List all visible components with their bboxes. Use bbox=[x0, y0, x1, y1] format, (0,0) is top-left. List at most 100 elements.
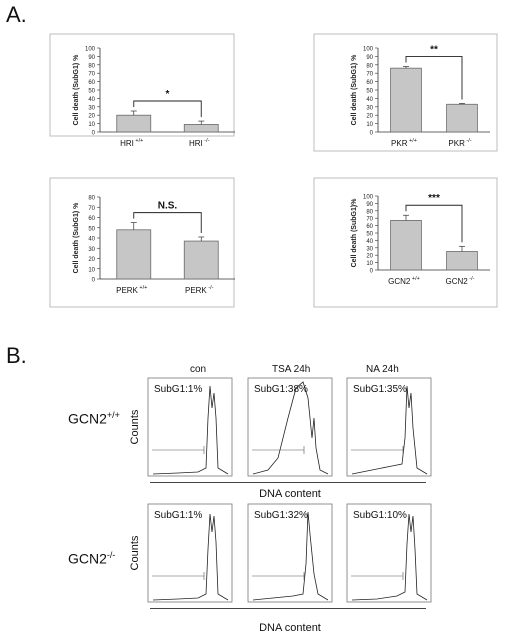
significance-label: *** bbox=[428, 193, 440, 204]
y-tick-label: 30 bbox=[88, 105, 95, 111]
y-tick-label: 70 bbox=[366, 72, 373, 78]
counts-label: Counts bbox=[129, 409, 141, 444]
y-tick-label: 70 bbox=[366, 217, 373, 223]
y-tick-label: 60 bbox=[366, 224, 373, 230]
y-tick-label: 90 bbox=[366, 55, 373, 61]
histogram-trace bbox=[351, 513, 428, 601]
y-tick-label: 0 bbox=[92, 131, 96, 137]
y-tick-label: 30 bbox=[366, 246, 373, 252]
bar-2 bbox=[446, 103, 478, 133]
flow-header-tsa: TSA 24h bbox=[272, 364, 311, 375]
y-tick-label: 90 bbox=[366, 202, 373, 208]
y-tick-label: 70 bbox=[88, 206, 95, 212]
flow-histogram: SubG1:10% bbox=[346, 503, 432, 603]
bar-chart-1: 0 10 20 30 40 50 60 70 80 90 100 Cell death (SubG1)… bbox=[49, 33, 235, 148]
flow-header-na: NA 24h bbox=[366, 364, 399, 375]
bar-1 bbox=[116, 229, 152, 280]
y-tick-label: 60 bbox=[88, 80, 95, 86]
histogram-trace bbox=[252, 511, 329, 601]
subg1-value: SubG1:35% bbox=[353, 384, 407, 395]
histogram-frame bbox=[247, 503, 333, 603]
category-label: HRI +/+ bbox=[120, 138, 143, 148]
bar-1 bbox=[116, 114, 152, 133]
panel-b-label: B. bbox=[6, 343, 27, 368]
histogram-trace bbox=[152, 385, 229, 475]
y-axis-label: Cell death (SubG1) % bbox=[351, 54, 358, 126]
y-tick-label: 90 bbox=[88, 55, 95, 61]
flow-row1-xlabel: DNA content bbox=[259, 488, 321, 500]
subg1-value: SubG1:1% bbox=[154, 510, 202, 521]
y-tick-label: 80 bbox=[366, 63, 373, 69]
row-label-gcn2-ko: GCN2-/- bbox=[68, 550, 116, 567]
y-tick-label: 60 bbox=[366, 80, 373, 86]
flow-histogram: SubG1:32% bbox=[247, 503, 333, 603]
y-tick-label: 10 bbox=[366, 261, 373, 267]
significance-label: ** bbox=[430, 44, 438, 55]
y-tick-label: 50 bbox=[366, 89, 373, 95]
significance-label: N.S. bbox=[158, 201, 178, 212]
category-label: HRI -/- bbox=[189, 138, 210, 148]
histogram-trace bbox=[351, 385, 428, 475]
panel-a-label: A. bbox=[6, 2, 27, 27]
y-tick-label: 20 bbox=[88, 257, 95, 263]
y-tick-label: 0 bbox=[370, 269, 374, 275]
y-tick-label: 10 bbox=[88, 267, 95, 273]
histogram-frame bbox=[346, 377, 432, 477]
y-tick-label: 100 bbox=[363, 47, 374, 53]
y-tick-label: 10 bbox=[88, 122, 95, 128]
subg1-value: SubG1:32% bbox=[254, 510, 308, 521]
category-label: PKR -/- bbox=[448, 138, 471, 148]
y-axis-label: Cell death (SubG1)% bbox=[351, 198, 358, 268]
flow-histogram: SubG1:35% bbox=[346, 377, 432, 477]
subg1-value: SubG1:1% bbox=[154, 384, 202, 395]
y-tick-label: 20 bbox=[366, 114, 373, 120]
y-tick-label: 80 bbox=[88, 63, 95, 69]
y-tick-label: 20 bbox=[88, 114, 95, 120]
flow-row1-divider bbox=[150, 482, 426, 483]
significance-bracket bbox=[405, 56, 463, 100]
y-tick-label: 50 bbox=[88, 226, 95, 232]
bar-2 bbox=[183, 240, 219, 280]
flow-header-con: con bbox=[190, 364, 207, 375]
y-tick-label: 60 bbox=[88, 216, 95, 222]
flow-histogram: SubG1:1% bbox=[147, 377, 233, 477]
category-label: PERK +/+ bbox=[116, 285, 147, 295]
bar-2 bbox=[183, 124, 219, 133]
bar-chart-3: 0 10 20 30 40 50 60 70 80 Cell death (SubG1) % PER… bbox=[49, 177, 235, 308]
chart-frame bbox=[313, 177, 498, 308]
significance-bracket bbox=[133, 100, 202, 118]
y-tick-label: 30 bbox=[366, 105, 373, 111]
chart-frame bbox=[313, 33, 498, 152]
y-tick-label: 10 bbox=[366, 122, 373, 128]
y-tick-label: 40 bbox=[88, 237, 95, 243]
y-axis-label: Cell death (SubG1) % bbox=[73, 202, 80, 274]
y-tick-label: 100 bbox=[85, 47, 96, 53]
row-label-gcn2-wt: GCN2+/+ bbox=[68, 410, 120, 427]
y-tick-label: 40 bbox=[366, 97, 373, 103]
category-label: GCN2 -/- bbox=[446, 276, 475, 286]
chart-frame bbox=[49, 33, 235, 137]
significance-bracket bbox=[405, 204, 463, 243]
y-tick-label: 0 bbox=[370, 131, 374, 137]
y-tick-label: 80 bbox=[366, 209, 373, 215]
y-tick-label: 20 bbox=[366, 254, 373, 260]
flow-histogram: SubG1:38% bbox=[247, 377, 333, 477]
category-label: GCN2 +/+ bbox=[388, 276, 420, 286]
flow-row2-divider bbox=[150, 608, 426, 609]
category-label: PKR +/+ bbox=[391, 138, 417, 148]
counts-label: Counts bbox=[129, 535, 141, 570]
y-tick-label: 80 bbox=[88, 196, 95, 202]
flow-row2-xlabel: DNA content bbox=[259, 622, 321, 634]
y-tick-label: 40 bbox=[366, 239, 373, 245]
bar-2 bbox=[446, 251, 478, 271]
y-tick-label: 70 bbox=[88, 72, 95, 78]
subg1-value: SubG1:10% bbox=[353, 510, 407, 521]
flow-histogram: SubG1:1% bbox=[147, 503, 233, 603]
bar-chart-2: 0 10 20 30 40 50 60 70 80 90 100 Cell death (SubG1)… bbox=[313, 33, 498, 152]
y-tick-label: 100 bbox=[363, 195, 374, 201]
y-tick-label: 30 bbox=[88, 247, 95, 253]
y-tick-label: 50 bbox=[88, 89, 95, 95]
bar-1 bbox=[390, 220, 422, 271]
